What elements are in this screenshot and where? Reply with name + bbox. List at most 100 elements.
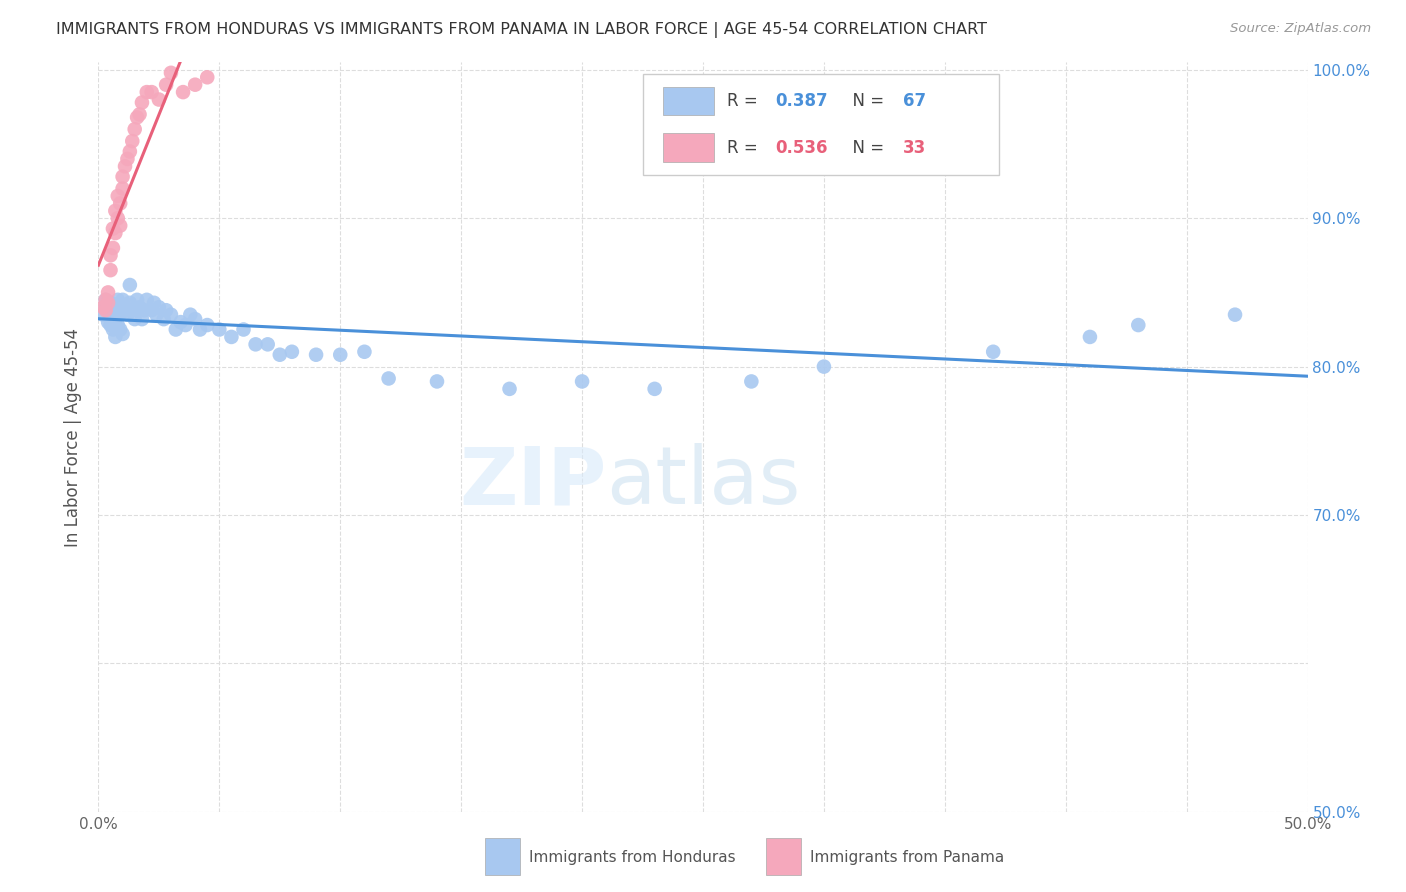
Point <box>305 348 328 362</box>
Point <box>131 312 153 326</box>
Point <box>107 293 129 307</box>
Point <box>426 375 449 389</box>
Point <box>100 295 122 310</box>
Point <box>141 303 163 318</box>
Point <box>118 295 141 310</box>
Point <box>121 303 143 318</box>
Point <box>155 78 177 92</box>
Point <box>148 93 170 107</box>
Text: IMMIGRANTS FROM HONDURAS VS IMMIGRANTS FROM PANAMA IN LABOR FORCE | AGE 45-54 CO: IMMIGRANTS FROM HONDURAS VS IMMIGRANTS F… <box>56 22 987 38</box>
Point <box>208 322 231 336</box>
FancyBboxPatch shape <box>664 87 714 115</box>
Point <box>141 85 163 99</box>
Text: Source: ZipAtlas.com: Source: ZipAtlas.com <box>1230 22 1371 36</box>
Point <box>143 295 166 310</box>
Point <box>1223 308 1246 322</box>
Point <box>184 312 207 326</box>
Y-axis label: In Labor Force | Age 45-54: In Labor Force | Age 45-54 <box>65 327 83 547</box>
Point <box>281 344 304 359</box>
Point <box>377 371 399 385</box>
Text: ZIP: ZIP <box>458 443 606 521</box>
Point <box>813 359 835 374</box>
Point <box>111 293 134 307</box>
Point <box>188 322 211 336</box>
Point <box>114 300 136 314</box>
Point <box>1128 318 1150 332</box>
Point <box>94 293 117 307</box>
Point <box>111 304 134 318</box>
Text: 0.536: 0.536 <box>776 138 828 157</box>
Point <box>329 348 352 362</box>
FancyBboxPatch shape <box>664 134 714 162</box>
Text: 0.387: 0.387 <box>776 92 828 110</box>
Point <box>100 248 122 262</box>
Point <box>118 145 141 159</box>
Point <box>108 219 131 233</box>
Point <box>104 312 127 326</box>
Text: N =: N = <box>842 138 890 157</box>
Point <box>353 344 375 359</box>
Point <box>195 70 218 85</box>
Point <box>101 322 124 336</box>
Point <box>111 326 134 341</box>
Point <box>117 152 139 166</box>
Text: N =: N = <box>842 92 890 110</box>
Point <box>108 322 131 336</box>
Point <box>195 318 218 332</box>
Point <box>740 375 762 389</box>
Point <box>104 203 127 218</box>
Text: R =: R = <box>727 92 763 110</box>
Text: Immigrants from Honduras: Immigrants from Honduras <box>529 850 735 864</box>
Point <box>179 308 201 322</box>
Point <box>101 308 124 322</box>
Point <box>124 312 146 326</box>
Point <box>101 221 124 235</box>
Point <box>160 66 183 80</box>
Point <box>145 308 167 322</box>
Text: atlas: atlas <box>606 443 800 521</box>
Point <box>97 285 120 300</box>
Point <box>172 85 194 99</box>
Point <box>135 293 157 307</box>
Text: 67: 67 <box>903 92 925 110</box>
Point <box>108 303 131 318</box>
Point <box>101 297 124 311</box>
Point <box>111 181 134 195</box>
Point <box>169 315 191 329</box>
Point <box>107 318 129 332</box>
Point <box>134 303 156 318</box>
Point <box>94 293 117 307</box>
Point <box>221 330 243 344</box>
Text: Immigrants from Panama: Immigrants from Panama <box>810 850 1004 864</box>
Point <box>97 295 120 310</box>
Point <box>127 293 149 307</box>
Point <box>128 300 150 314</box>
Point <box>981 344 1004 359</box>
Point <box>165 322 187 336</box>
Point <box>155 303 177 318</box>
FancyBboxPatch shape <box>766 838 801 875</box>
Point <box>148 300 170 314</box>
Point <box>184 78 207 92</box>
Point <box>104 330 127 344</box>
Point <box>107 211 129 226</box>
Point <box>108 196 131 211</box>
Point <box>100 308 122 322</box>
Point <box>117 308 139 322</box>
FancyBboxPatch shape <box>485 838 520 875</box>
Point <box>114 159 136 173</box>
Point <box>174 318 197 332</box>
Point <box>97 303 120 318</box>
Point <box>104 226 127 240</box>
Point <box>135 85 157 99</box>
Point <box>644 382 666 396</box>
Point <box>269 348 291 362</box>
Point <box>121 134 143 148</box>
Point <box>498 382 520 396</box>
Point <box>100 318 122 332</box>
Point <box>124 122 146 136</box>
Point <box>256 337 278 351</box>
Point <box>100 263 122 277</box>
Point <box>127 111 149 125</box>
Point <box>94 300 117 314</box>
